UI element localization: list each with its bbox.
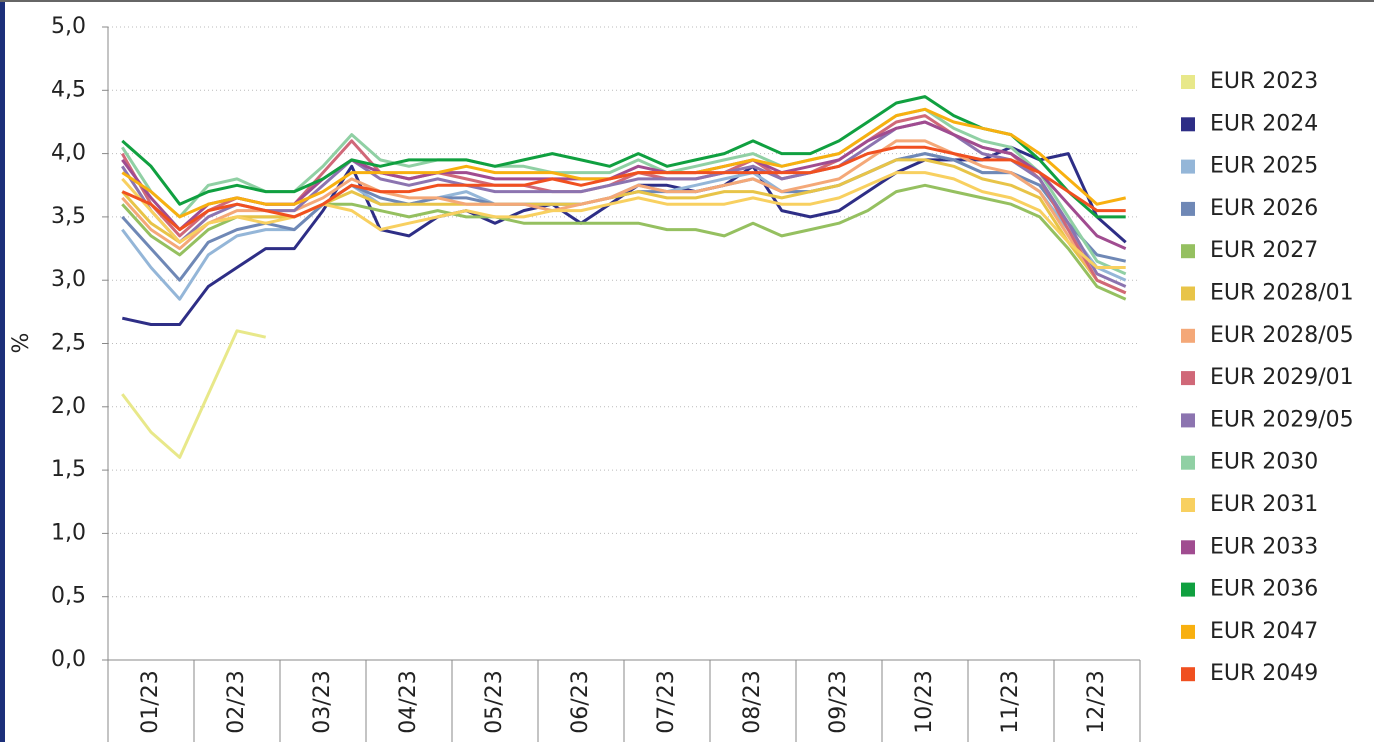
legend-marker xyxy=(1181,201,1195,216)
legend-label: EUR 2030 xyxy=(1210,450,1318,475)
legend-label: EUR 2029/01 xyxy=(1210,365,1354,390)
y-tick-label: 0,5 xyxy=(51,584,86,609)
legend-marker xyxy=(1181,455,1195,470)
x-tick-label: 03/23 xyxy=(310,670,335,733)
legend-label: EUR 2028/05 xyxy=(1210,323,1354,348)
legend-marker xyxy=(1181,624,1195,639)
legend-label: EUR 2049 xyxy=(1210,661,1318,686)
legend-label: EUR 2031 xyxy=(1210,492,1318,517)
legend-label: EUR 2023 xyxy=(1210,69,1318,94)
x-tick-label: 02/23 xyxy=(224,670,249,733)
legend-marker xyxy=(1181,498,1195,512)
series-line xyxy=(121,171,1126,269)
series-line xyxy=(121,145,1126,232)
y-axis-label: % xyxy=(9,333,34,354)
legend-marker xyxy=(1181,582,1195,597)
legend-label: EUR 2027 xyxy=(1210,238,1318,263)
y-tick-label: 0,0 xyxy=(51,647,86,672)
x-tick-label: 07/23 xyxy=(654,670,679,733)
legend-label: EUR 2047 xyxy=(1210,619,1318,644)
y-tick-label: 5,0 xyxy=(51,14,86,39)
legend-marker xyxy=(1181,159,1195,174)
x-tick-label: 04/23 xyxy=(396,670,421,733)
legend-label: EUR 2026 xyxy=(1210,196,1318,221)
legend-marker xyxy=(1181,244,1195,259)
legend-marker xyxy=(1181,117,1195,132)
y-tick-label: 2,0 xyxy=(51,394,86,419)
y-tick-label: 3,0 xyxy=(51,267,86,292)
x-tick-label: 05/23 xyxy=(482,670,507,733)
legend-marker xyxy=(1181,371,1195,386)
legend-marker xyxy=(1181,75,1195,89)
y-tick-label: 1,5 xyxy=(51,457,86,482)
series-line xyxy=(121,329,267,459)
x-tick-label: 11/23 xyxy=(998,670,1023,733)
x-tick-label: 01/23 xyxy=(138,670,163,733)
legend-label: EUR 2029/05 xyxy=(1210,407,1354,432)
x-tick-label: 10/23 xyxy=(912,670,937,733)
legend-label: EUR 2025 xyxy=(1210,154,1318,179)
series-line xyxy=(121,95,1126,219)
x-tick-label: 09/23 xyxy=(826,670,851,733)
legend-label: EUR 2036 xyxy=(1210,577,1318,602)
x-tick-label: 12/23 xyxy=(1084,670,1109,733)
x-tick-label: 08/23 xyxy=(740,670,765,733)
legend-marker xyxy=(1181,328,1195,343)
y-tick-label: 4,5 xyxy=(51,77,86,102)
legend-marker xyxy=(1181,413,1195,428)
y-tick-label: 4,0 xyxy=(51,141,86,166)
legend-label: EUR 2024 xyxy=(1210,111,1318,136)
left-border xyxy=(0,0,5,742)
legend-marker xyxy=(1181,667,1195,682)
legend-label: EUR 2028/01 xyxy=(1210,281,1354,306)
y-tick-label: 1,0 xyxy=(51,520,86,545)
x-tick-label: 06/23 xyxy=(568,670,593,733)
legend-marker xyxy=(1181,286,1195,301)
legend-label: EUR 2033 xyxy=(1210,534,1318,559)
y-tick-label: 3,5 xyxy=(51,204,86,229)
legend-marker xyxy=(1181,540,1195,555)
y-tick-label: 2,5 xyxy=(51,331,86,356)
